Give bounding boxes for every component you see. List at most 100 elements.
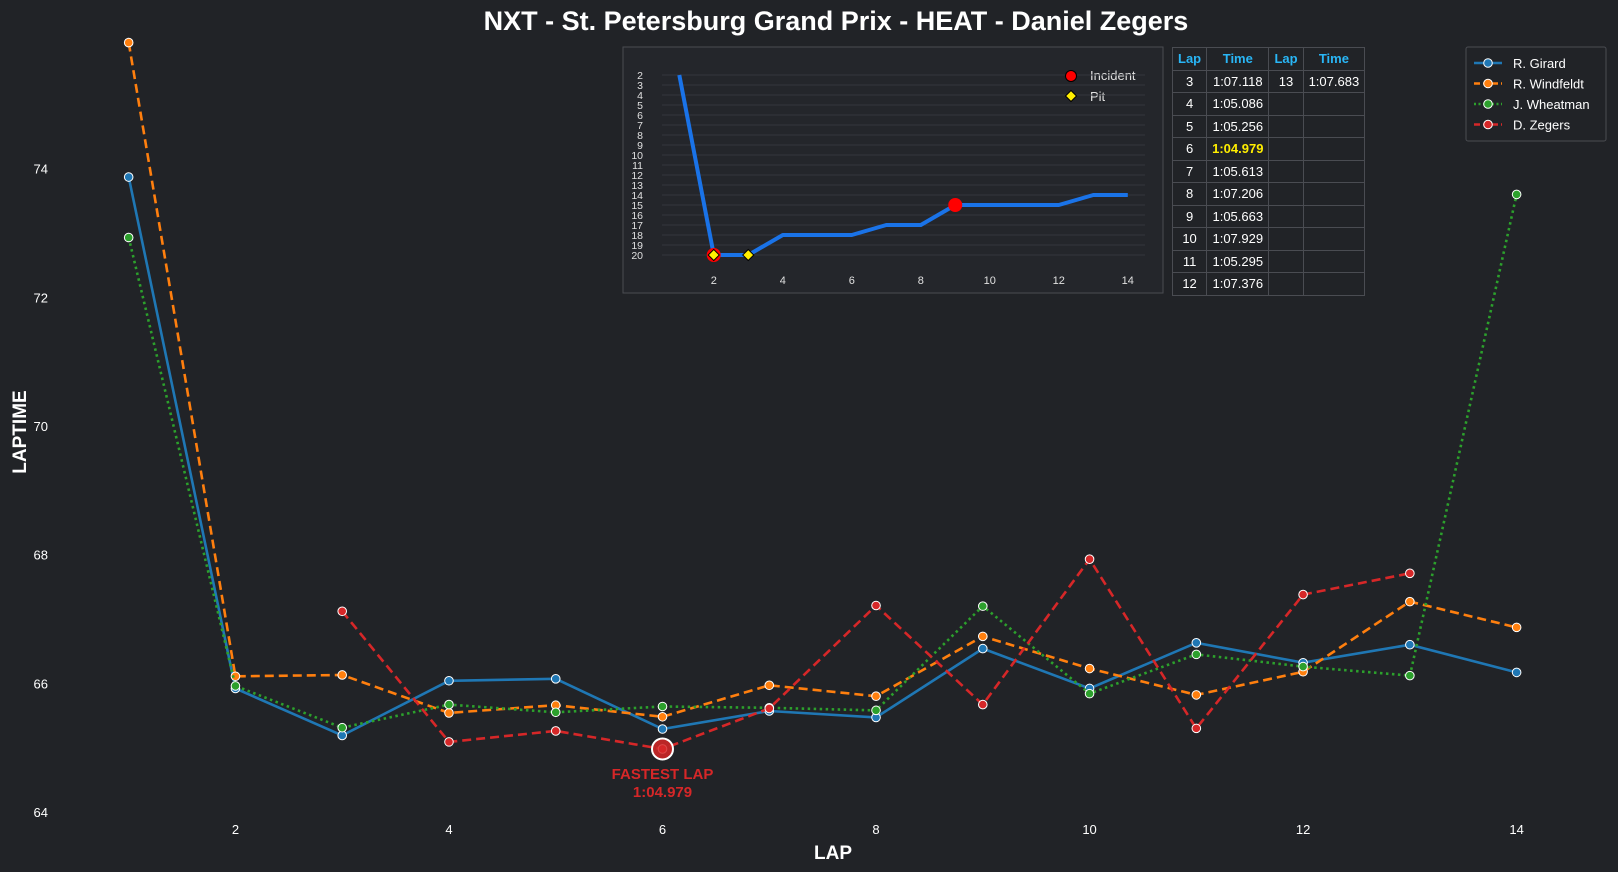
inset-y-tick-label: 20: [631, 250, 643, 262]
series-point: [1511, 189, 1522, 200]
table-row: 8 1:07.206: [1171, 182, 1366, 206]
legend-swatch-marker: [1483, 78, 1493, 89]
series-point: [977, 643, 988, 654]
table-cell-time: 1:07.683: [1302, 69, 1366, 93]
table-cell-lap: 4: [1171, 92, 1208, 116]
series-point: [1405, 596, 1415, 607]
table-row: 7 1:05.613: [1171, 159, 1366, 183]
inset-legend-pit-label: Pit: [1090, 89, 1106, 104]
series-point: [1191, 723, 1202, 734]
legend-swatch-marker: [1483, 99, 1493, 109]
y-tick-label: 68: [34, 548, 48, 563]
series-point: [1298, 661, 1308, 672]
legend-swatch-marker: [1483, 58, 1493, 68]
table-cell-lap: 13: [1268, 69, 1304, 93]
series-point: [871, 600, 881, 611]
inset-x-tick-label: 6: [849, 275, 855, 287]
inset-y-tick-label: 11: [632, 160, 643, 172]
table-row: 11 1:05.295: [1171, 249, 1366, 273]
table-cell-time: [1302, 159, 1366, 183]
table-cell-lap: 5: [1171, 114, 1208, 138]
table-cell-time: 1:07.929: [1206, 227, 1270, 251]
series-point: [337, 670, 348, 680]
inset-x-tick-label: 4: [780, 275, 786, 287]
table-header-lap-2: Lap: [1268, 47, 1304, 71]
table-cell-lap: [1268, 92, 1304, 116]
legend-label: D. Zegers: [1513, 118, 1571, 133]
table-cell-time: [1302, 204, 1366, 228]
series-point: [764, 703, 775, 714]
series-point: [764, 680, 775, 691]
series-point: [1191, 649, 1202, 660]
x-tick-label: 6: [659, 822, 666, 837]
series-point: [444, 699, 454, 710]
table-row: 10 1:07.929: [1171, 227, 1366, 251]
table-cell-lap: 11: [1171, 249, 1208, 273]
y-tick-label: 72: [34, 290, 48, 305]
table-header-time-2: Time: [1302, 47, 1366, 71]
table-cell-time: [1302, 114, 1366, 138]
series-point: [1084, 663, 1095, 674]
series-line: [127, 194, 1518, 730]
inset-y-tick-label: 12: [631, 170, 643, 182]
inset-y-tick-label: 2: [637, 70, 643, 82]
legend-label: R. Girard: [1513, 56, 1566, 71]
series-point: [230, 681, 241, 691]
y-tick-label: 64: [34, 805, 48, 820]
x-tick-label: 2: [232, 822, 239, 837]
position-line: [677, 74, 1128, 257]
table-cell-lap: 6: [1171, 137, 1208, 161]
inset-legend-pit-marker: [1064, 89, 1078, 103]
pit-marker: [707, 248, 720, 262]
table-row: 9 1:05.663: [1171, 204, 1366, 228]
series-point: [1084, 554, 1095, 564]
table-header-row: Lap Time Lap Time: [1171, 47, 1366, 71]
inset-y-tick-label: 17: [631, 220, 643, 232]
table-cell-time: [1302, 272, 1366, 296]
y-tick-label: 74: [34, 162, 48, 177]
inset-y-tick-label: 10: [631, 150, 643, 162]
series-point: [123, 37, 134, 48]
series-point: [977, 699, 988, 710]
table-cell-lap: 3: [1171, 69, 1208, 93]
series-point: [337, 722, 348, 733]
table-cell-lap: 10: [1171, 227, 1208, 251]
lap-table-body: 3 1:07.118 13 1:07.683 4 1:05.086 5 1:05.256 6 1:…: [1171, 69, 1366, 296]
table-cell-lap: 8: [1171, 182, 1208, 206]
inset-x-tick-label: 14: [1122, 275, 1134, 287]
position-inset-chart: Incident Pit 234567891011121314151617181…: [622, 46, 1164, 294]
table-cell-lap: [1268, 159, 1304, 183]
inset-y-tick-label: 13: [631, 180, 643, 192]
table-cell-lap: 12: [1171, 272, 1208, 296]
series-point: [123, 172, 134, 182]
inset-x-tick-label: 10: [984, 275, 996, 287]
table-cell-time: [1302, 249, 1366, 273]
table-cell-lap: 9: [1171, 204, 1208, 228]
series-point: [550, 707, 561, 718]
y-tick-label: 70: [34, 419, 48, 434]
inset-y-tick-label: 18: [631, 230, 643, 242]
series-point: [1511, 622, 1522, 633]
series-point: [337, 606, 348, 617]
series-point: [550, 726, 561, 736]
table-cell-lap: [1268, 249, 1304, 273]
lap-time-table: Lap Time Lap Time 3 1:07.118 13 1:07.683 4 1:…: [1171, 47, 1366, 296]
pit-marker: [742, 248, 755, 262]
inset-x-tick-label: 2: [711, 275, 717, 287]
table-cell-time: [1302, 92, 1366, 116]
table-row: 4 1:05.086: [1171, 92, 1366, 116]
series-point: [1298, 589, 1308, 600]
inset-y-tick-label: 4: [637, 90, 643, 102]
fastest-lap-label: FASTEST LAP: [612, 766, 714, 783]
series-point: [550, 674, 561, 684]
series-point: [657, 701, 668, 712]
legend-box: [1465, 46, 1607, 142]
inset-y-tick-label: 15: [631, 200, 643, 212]
table-header-time: Time: [1206, 47, 1270, 71]
table-cell-time: [1302, 227, 1366, 251]
series-point: [123, 232, 134, 243]
legend-label: J. Wheatman: [1513, 97, 1590, 112]
x-tick-label: 4: [445, 822, 452, 837]
series-point: [444, 737, 454, 747]
